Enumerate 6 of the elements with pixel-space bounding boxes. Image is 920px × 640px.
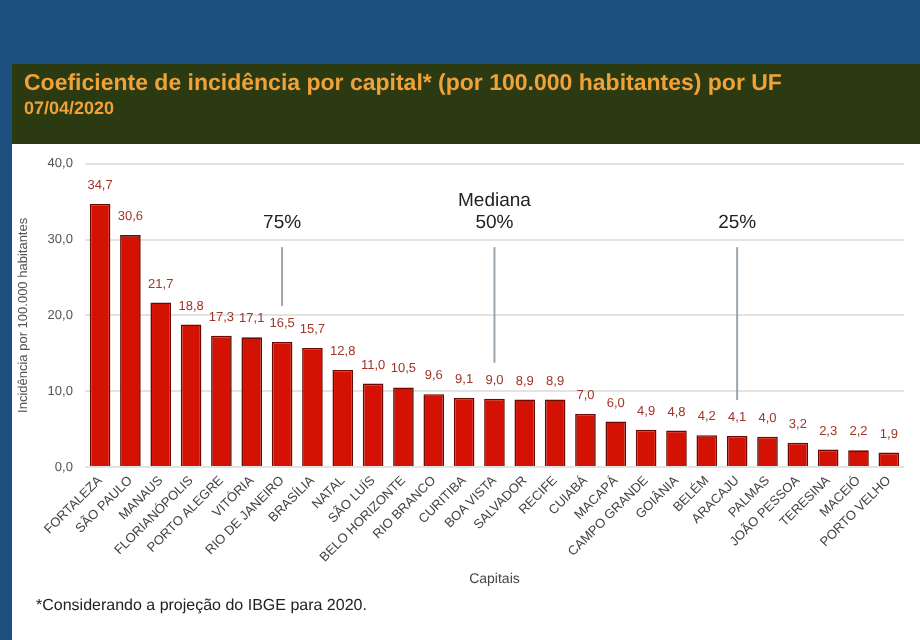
chart-title: Coeficiente de incidência por capital* (por 100.000 habitantes) por UF (22, 70, 784, 96)
text: *Considerando a projeção do IBGE para 2020. (36, 596, 367, 614)
ref-line-label: Mediana 50% (458, 189, 533, 234)
ref-line-label: 75% (263, 211, 303, 234)
chart-subtitle: 07/04/2020 (22, 96, 117, 120)
ref-line-label: 25% (718, 211, 758, 234)
